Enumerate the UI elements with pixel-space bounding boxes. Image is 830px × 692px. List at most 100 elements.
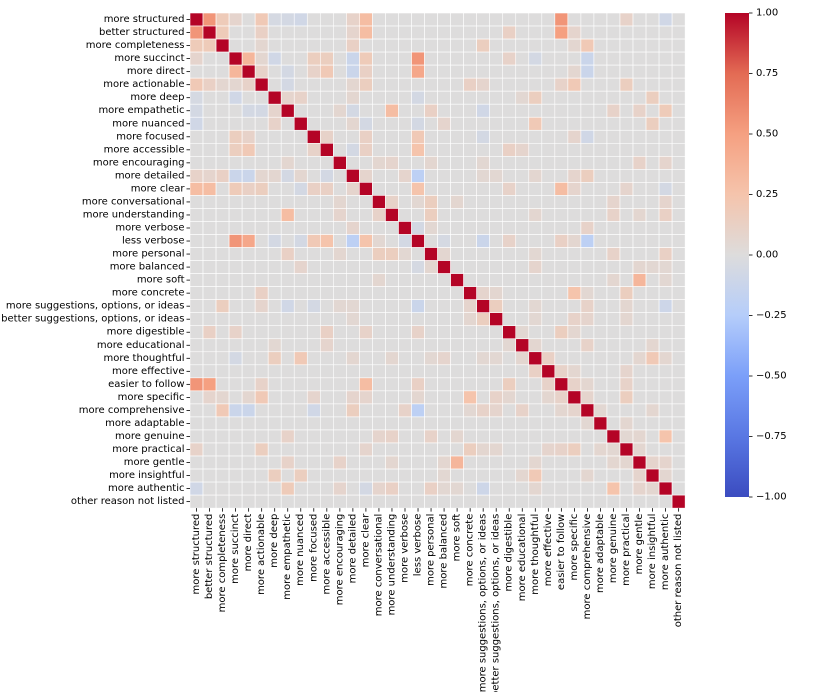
heatmap-cell xyxy=(463,429,477,444)
heatmap-cell xyxy=(671,90,686,105)
heatmap-cell xyxy=(554,247,569,261)
heatmap-cell xyxy=(359,455,373,470)
heatmap-cell xyxy=(450,286,464,300)
heatmap-cell xyxy=(215,351,230,366)
heatmap-cell xyxy=(241,234,256,248)
heatmap-cell xyxy=(359,38,373,53)
heatmap-cell xyxy=(346,77,360,92)
heatmap-cell xyxy=(528,403,543,418)
heatmap-cell xyxy=(554,468,569,483)
heatmap-cell xyxy=(463,221,477,235)
heatmap-cell xyxy=(267,403,282,418)
heatmap-cell xyxy=(385,195,399,209)
heatmap-cell xyxy=(463,416,477,431)
heatmap-cell xyxy=(476,143,490,157)
heatmap-cell xyxy=(267,234,282,248)
heatmap-cell xyxy=(228,377,243,392)
heatmap-cell xyxy=(554,195,569,209)
heatmap-cell xyxy=(306,156,321,170)
heatmap-cell xyxy=(280,143,295,157)
heatmap-cell xyxy=(385,156,399,170)
heatmap-cell xyxy=(476,51,490,66)
heatmap-cell xyxy=(293,64,308,79)
heatmap-cell xyxy=(215,416,230,431)
heatmap-cell xyxy=(463,364,477,379)
heatmap-cell xyxy=(619,103,634,118)
heatmap-cell xyxy=(463,103,477,118)
heatmap-cell xyxy=(515,143,530,157)
heatmap-cell xyxy=(215,51,230,66)
heatmap-cell xyxy=(346,494,360,509)
heatmap-cell xyxy=(293,494,308,509)
heatmap-cell xyxy=(554,494,569,509)
heatmap-cell xyxy=(515,90,530,105)
heatmap-cell xyxy=(228,247,243,261)
heatmap-cell xyxy=(541,221,556,235)
heatmap-cell xyxy=(437,364,451,379)
heatmap-cell xyxy=(554,143,569,157)
heatmap-cell xyxy=(645,325,660,340)
heatmap-cell xyxy=(593,103,608,118)
heatmap-cell xyxy=(424,468,438,483)
x-tick-label: better suggestions, options, or ideas xyxy=(491,514,502,692)
heatmap-cell xyxy=(398,325,412,340)
heatmap-cell xyxy=(606,38,621,53)
heatmap-cell xyxy=(346,455,360,470)
heatmap-cell xyxy=(502,64,517,79)
colorbar-ticks: 1.000.750.500.250.00−0.25−0.50−0.75−1.00 xyxy=(749,8,787,503)
heatmap-cell xyxy=(515,442,530,457)
heatmap-cell xyxy=(671,455,686,470)
heatmap-cell xyxy=(372,416,386,431)
x-tick-label: more structured xyxy=(191,514,202,595)
heatmap-cell xyxy=(319,116,334,131)
heatmap-cell xyxy=(293,442,308,457)
heatmap-cell xyxy=(346,247,360,261)
heatmap-cell xyxy=(580,195,595,209)
heatmap-cell xyxy=(450,403,464,418)
heatmap-cell xyxy=(424,195,438,209)
heatmap-cell xyxy=(267,103,282,118)
heatmap-cell xyxy=(189,325,204,340)
heatmap-cell xyxy=(580,364,595,379)
heatmap-cell xyxy=(606,64,621,79)
colorbar-tick-label: −0.75 xyxy=(756,431,787,442)
heatmap-cell xyxy=(241,338,256,353)
heatmap-cell xyxy=(489,182,504,196)
heatmap-cell xyxy=(567,195,582,209)
heatmap-cell xyxy=(293,38,308,53)
heatmap-cell xyxy=(606,312,621,327)
heatmap-cell xyxy=(658,247,673,261)
heatmap-cell xyxy=(398,338,412,353)
heatmap-cell xyxy=(372,260,386,274)
heatmap-cell xyxy=(463,169,477,183)
heatmap-cell xyxy=(346,90,360,105)
heatmap-cell xyxy=(228,90,243,105)
heatmap-cell xyxy=(515,377,530,392)
heatmap-cell xyxy=(424,208,438,222)
heatmap-cell xyxy=(333,234,347,248)
heatmap-cell xyxy=(489,103,504,118)
heatmap-cell xyxy=(593,143,608,157)
heatmap-cell xyxy=(593,494,608,509)
heatmap-cell xyxy=(359,429,373,444)
heatmap-cell xyxy=(593,64,608,79)
heatmap-cell xyxy=(437,51,451,66)
heatmap-cell xyxy=(476,286,490,300)
heatmap-cell xyxy=(280,169,295,183)
x-tick-label: more educational xyxy=(517,514,528,602)
heatmap-cell xyxy=(215,429,230,444)
heatmap-cell xyxy=(215,299,230,313)
heatmap-cell xyxy=(567,129,582,144)
heatmap-cell xyxy=(359,286,373,300)
heatmap-cell xyxy=(398,312,412,327)
heatmap-cell xyxy=(502,429,517,444)
heatmap-cell xyxy=(567,234,582,248)
heatmap-cell xyxy=(671,429,686,444)
heatmap-cell xyxy=(671,234,686,248)
heatmap-cell xyxy=(293,351,308,366)
heatmap-cell xyxy=(593,77,608,92)
heatmap-cell xyxy=(254,364,269,379)
heatmap-cell xyxy=(372,403,386,418)
heatmap-cell xyxy=(241,64,256,79)
heatmap-cell xyxy=(671,494,686,509)
